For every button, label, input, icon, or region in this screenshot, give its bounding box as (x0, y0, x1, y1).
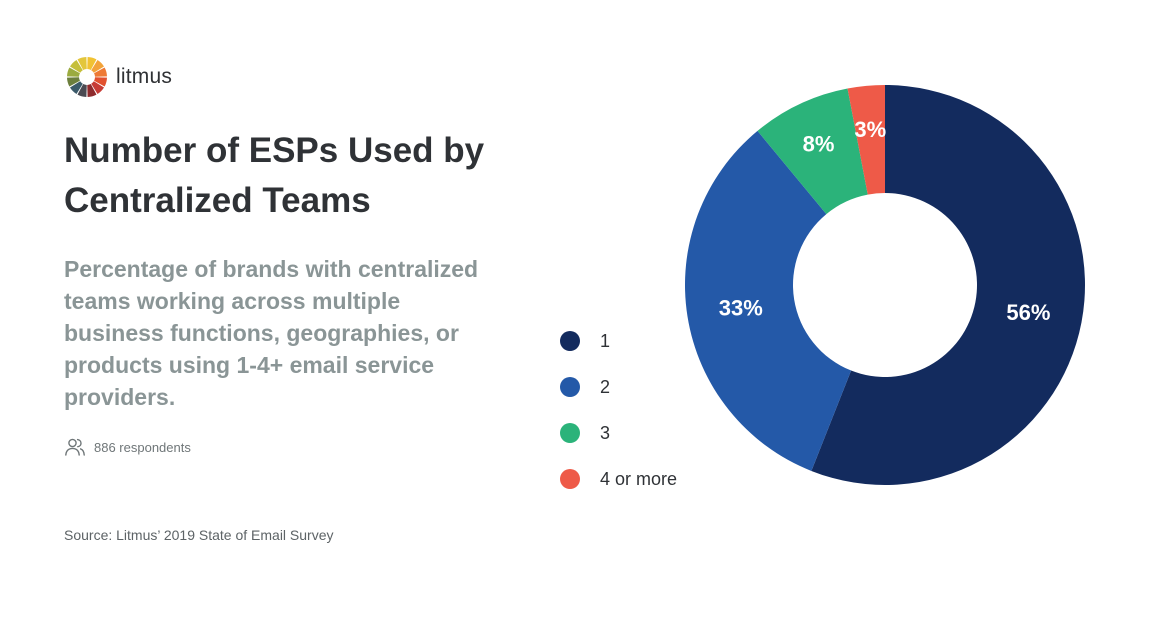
legend-item: 1 (560, 318, 677, 364)
legend-label: 2 (600, 376, 611, 397)
logo-wedge (94, 77, 107, 87)
respondents-count: 886 respondents (64, 436, 191, 458)
logo-wedge (67, 77, 80, 87)
slice-label: 8% (803, 131, 835, 156)
logo-wedge (69, 81, 83, 95)
brand: litmus (66, 56, 172, 98)
donut-slice (757, 88, 868, 215)
legend-item: 2 (560, 364, 677, 410)
logo-wedge (91, 59, 105, 73)
logo-wedge (77, 84, 87, 97)
legend-swatch (560, 469, 580, 489)
legend-label: 3 (600, 422, 611, 443)
slice-label: 3% (854, 117, 886, 142)
logo-wedge (69, 59, 83, 73)
slice-label: 56% (1006, 300, 1050, 325)
logo-wedge (67, 67, 80, 77)
logo-wedge (87, 57, 97, 70)
legend-label: 4 or more (600, 468, 678, 489)
litmus-logo-icon (67, 57, 107, 97)
legend-swatch (560, 423, 580, 443)
logo-wedge (77, 57, 87, 70)
source-note: Source: Litmus’ 2019 State of Email Surv… (64, 527, 334, 543)
logo-wedge (87, 84, 97, 97)
donut-chart: 56% 33% 8% 3% (685, 85, 1085, 486)
donut-slice (847, 85, 885, 195)
donut-slice (685, 130, 852, 471)
respondents-label: 886 respondents (94, 439, 191, 455)
logo-wedge (94, 67, 107, 77)
slice-label: 33% (719, 295, 763, 320)
people-icon (65, 438, 85, 456)
chart-title: Number of ESPs Used by Centralized Teams (64, 131, 485, 220)
legend-item: 4 or more (560, 456, 677, 502)
chart-subtitle: Percentage of brands with centralized te… (64, 256, 479, 410)
legend-item: 3 (560, 410, 677, 456)
donut-slice (811, 85, 1085, 486)
brand-name: litmus (116, 65, 173, 88)
logo-wedge (91, 81, 105, 95)
legend-swatch (560, 377, 580, 397)
legend-label: 1 (600, 330, 611, 351)
chart-legend: 1 2 3 4 or more (560, 318, 677, 502)
legend-swatch (560, 331, 580, 351)
